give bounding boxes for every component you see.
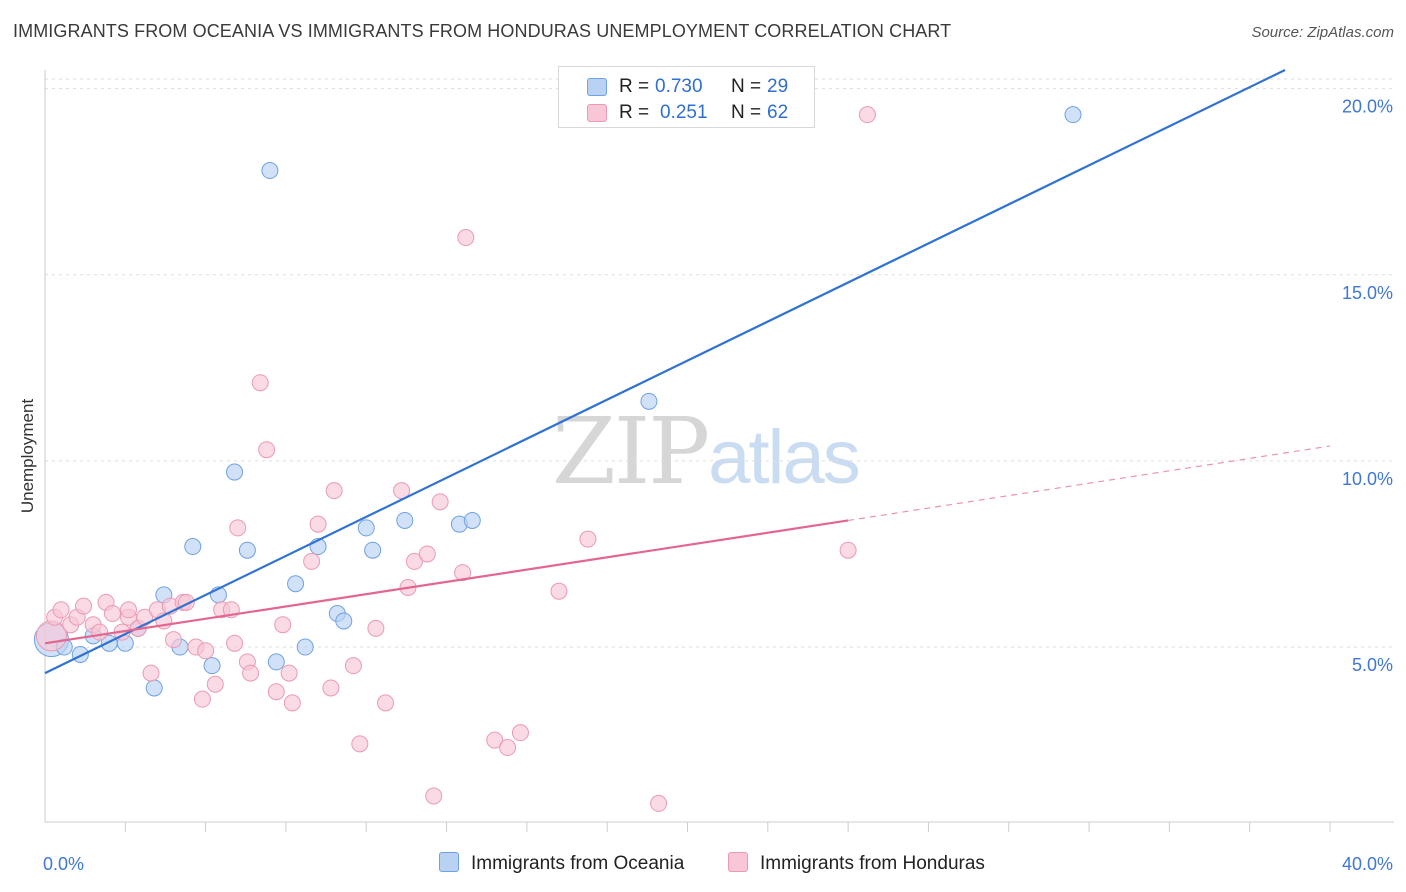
data-point-honduras (229, 519, 247, 537)
data-point-oceania (364, 541, 382, 559)
bottom-legend-honduras: Immigrants from Honduras (728, 852, 985, 875)
data-point-oceania (261, 162, 279, 180)
data-point-honduras (550, 582, 568, 600)
data-point-honduras (511, 724, 529, 742)
watermark-zip: ZIP (552, 398, 710, 505)
data-point-honduras (242, 664, 260, 682)
data-point-honduras (839, 541, 857, 559)
data-point-honduras (274, 616, 292, 634)
legend-swatch-oceania (587, 78, 607, 96)
legend-r-label: R = (619, 102, 650, 123)
data-point-oceania (184, 538, 202, 556)
data-point-honduras (322, 679, 340, 697)
bottom-legend-swatch-honduras (728, 852, 748, 872)
data-point-honduras (486, 731, 504, 749)
data-point-honduras (206, 675, 224, 693)
data-point-honduras (431, 493, 449, 511)
data-point-honduras (258, 441, 276, 459)
data-point-honduras (142, 664, 160, 682)
trend-line-honduras (44, 519, 849, 645)
watermark-atlas: atlas (708, 415, 861, 500)
data-point-honduras (499, 739, 517, 757)
legend-n-value-honduras: 62 (767, 102, 789, 123)
legend-swatch-honduras (587, 104, 607, 122)
data-point-honduras (405, 552, 423, 570)
legend-n-label: N = (731, 102, 762, 123)
y-tick-label: 5.0% (1352, 655, 1393, 675)
data-point-honduras (454, 564, 472, 582)
y-tick-label: 20.0% (1342, 97, 1393, 117)
data-point-honduras (193, 690, 211, 708)
data-point-honduras (309, 515, 327, 533)
data-point-honduras (367, 619, 385, 637)
data-point-honduras (377, 694, 395, 712)
y-tick-label: 15.0% (1342, 283, 1393, 303)
bottom-legend-oceania: Immigrants from Oceania (439, 852, 684, 875)
bottom-legend-swatch-oceania (439, 852, 459, 872)
data-point-oceania (203, 657, 221, 675)
x-tick-label: 0.0% (43, 854, 84, 874)
bottom-legend-label-honduras: Immigrants from Honduras (760, 853, 985, 874)
zipatlas-watermark: ZIPatlas (552, 398, 861, 505)
data-point-honduras (418, 545, 436, 563)
data-point-honduras (858, 106, 876, 124)
data-point-honduras (197, 642, 215, 660)
data-point-honduras (267, 683, 285, 701)
data-point-honduras (425, 787, 443, 805)
data-point-oceania (640, 392, 658, 410)
legend-n-label: N = (731, 76, 762, 97)
legend-r-label: R = (619, 76, 650, 97)
data-point-oceania (296, 638, 314, 656)
data-point-oceania (267, 653, 285, 671)
data-point-honduras (226, 634, 244, 652)
data-point-oceania (357, 519, 375, 537)
data-point-oceania (396, 511, 414, 529)
data-point-honduras (103, 605, 121, 623)
data-point-oceania (463, 511, 481, 529)
data-point-oceania (238, 541, 256, 559)
data-point-honduras (35, 620, 67, 652)
data-point-honduras (303, 552, 321, 570)
y-tick-label: 10.0% (1342, 469, 1393, 489)
data-point-honduras (283, 694, 301, 712)
legend-r-value-oceania: 0.730 (655, 76, 703, 97)
legend-row-oceania: R = 0.730 N = 29 (559, 74, 814, 102)
data-point-honduras (351, 735, 369, 753)
legend-n-value-oceania: 29 (767, 76, 789, 97)
data-point-honduras (457, 229, 475, 247)
data-point-oceania (287, 575, 305, 593)
data-point-oceania (145, 679, 163, 697)
data-point-honduras (650, 794, 668, 812)
data-point-honduras (579, 530, 597, 548)
legend-row-honduras: R = 0.251 N = 62 (559, 100, 814, 128)
data-point-oceania (71, 645, 89, 663)
data-point-honduras (120, 601, 138, 619)
legend-r-value-honduras: 0.251 (660, 102, 708, 123)
x-tick-label: 40.0% (1342, 854, 1393, 874)
data-point-oceania (335, 612, 353, 630)
trend-line-extension-honduras (848, 445, 1331, 522)
data-point-honduras (325, 482, 343, 500)
data-point-oceania (1064, 106, 1082, 124)
data-point-honduras (75, 597, 93, 615)
data-point-honduras (280, 664, 298, 682)
data-point-honduras (344, 657, 362, 675)
trend-line-oceania (44, 69, 1286, 675)
data-point-honduras (251, 374, 269, 392)
data-point-oceania (226, 463, 244, 481)
chart-title: IMMIGRANTS FROM OCEANIA VS IMMIGRANTS FR… (13, 21, 952, 41)
chart-source: Source: ZipAtlas.com (1251, 24, 1394, 41)
correlation-legend: R = 0.730 N = 29 R = 0.251 N = 62 (558, 66, 815, 128)
data-point-honduras (52, 601, 70, 619)
data-point-honduras (165, 631, 182, 649)
data-point-honduras (91, 623, 109, 641)
bottom-legend-label-oceania: Immigrants from Oceania (471, 853, 685, 874)
